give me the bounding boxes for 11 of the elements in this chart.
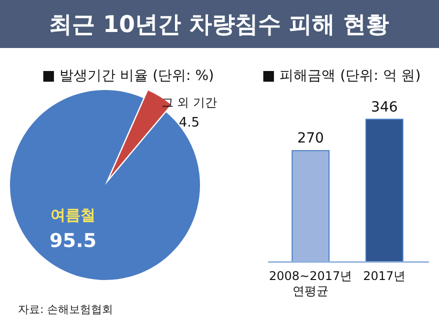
x-tick-label: 2017년 — [363, 269, 406, 283]
slice-label: 여름철 — [50, 206, 96, 224]
chart-title: ■ 피해금액 (단위: 억 원) — [262, 68, 421, 84]
data-label: 95.5 — [50, 230, 96, 252]
chart-subtitle: ■ 발생기간 비율 (단위: %) — [42, 68, 214, 84]
x-tick-label: 2008~2017년 연평균 — [269, 269, 352, 298]
text: 자료: 손해보험협회 — [18, 303, 114, 316]
data-label: 346 — [371, 99, 398, 116]
chart-title: 최근 10년간 차량침수 피해 현황 — [48, 12, 390, 38]
data-label: 4.5 — [178, 115, 200, 130]
data-label: 270 — [297, 130, 324, 147]
